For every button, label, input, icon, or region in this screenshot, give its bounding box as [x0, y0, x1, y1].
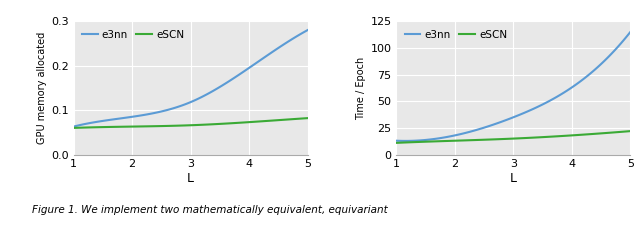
e3nn [402, 139, 410, 142]
Line: eSCN: eSCN [396, 131, 630, 143]
eSCN [513, 137, 521, 140]
eSCN [124, 125, 132, 128]
eSCN [447, 139, 454, 142]
e3nn [610, 50, 618, 53]
eSCN [438, 140, 445, 143]
Line: eSCN: eSCN [74, 118, 308, 128]
e3nn [392, 139, 400, 142]
eSCN [615, 131, 623, 134]
eSCN [607, 131, 615, 134]
e3nn [304, 29, 312, 32]
e3nn [115, 117, 122, 120]
eSCN [292, 118, 300, 120]
e3nn [449, 134, 457, 137]
Y-axis label: Time / Epoch: Time / Epoch [356, 56, 366, 120]
Legend: e3nn, eSCN: e3nn, eSCN [79, 26, 188, 43]
eSCN [392, 141, 400, 144]
eSCN [70, 126, 77, 129]
e3nn [70, 125, 77, 128]
eSCN [627, 130, 634, 133]
e3nn [285, 40, 292, 43]
eSCN [209, 123, 217, 126]
e3nn [515, 114, 523, 116]
eSCN [532, 136, 540, 139]
X-axis label: L: L [510, 172, 517, 185]
Legend: e3nn, eSCN: e3nn, eSCN [402, 26, 510, 43]
eSCN [190, 124, 198, 126]
eSCN [115, 125, 122, 128]
e3nn [292, 35, 300, 38]
eSCN [304, 117, 312, 120]
e3nn [534, 105, 542, 108]
e3nn [617, 42, 625, 45]
e3nn [627, 30, 634, 33]
e3nn [124, 116, 132, 119]
Text: Figure 1. We implement two mathematically equivalent, equivariant: Figure 1. We implement two mathematicall… [32, 205, 388, 215]
eSCN [285, 118, 292, 121]
Line: e3nn: e3nn [74, 30, 308, 126]
Line: e3nn: e3nn [396, 32, 630, 141]
e3nn [190, 99, 198, 102]
e3nn [209, 89, 217, 92]
e3nn [440, 136, 447, 139]
Y-axis label: GPU memory allocated: GPU memory allocated [37, 32, 47, 144]
X-axis label: L: L [187, 172, 194, 185]
